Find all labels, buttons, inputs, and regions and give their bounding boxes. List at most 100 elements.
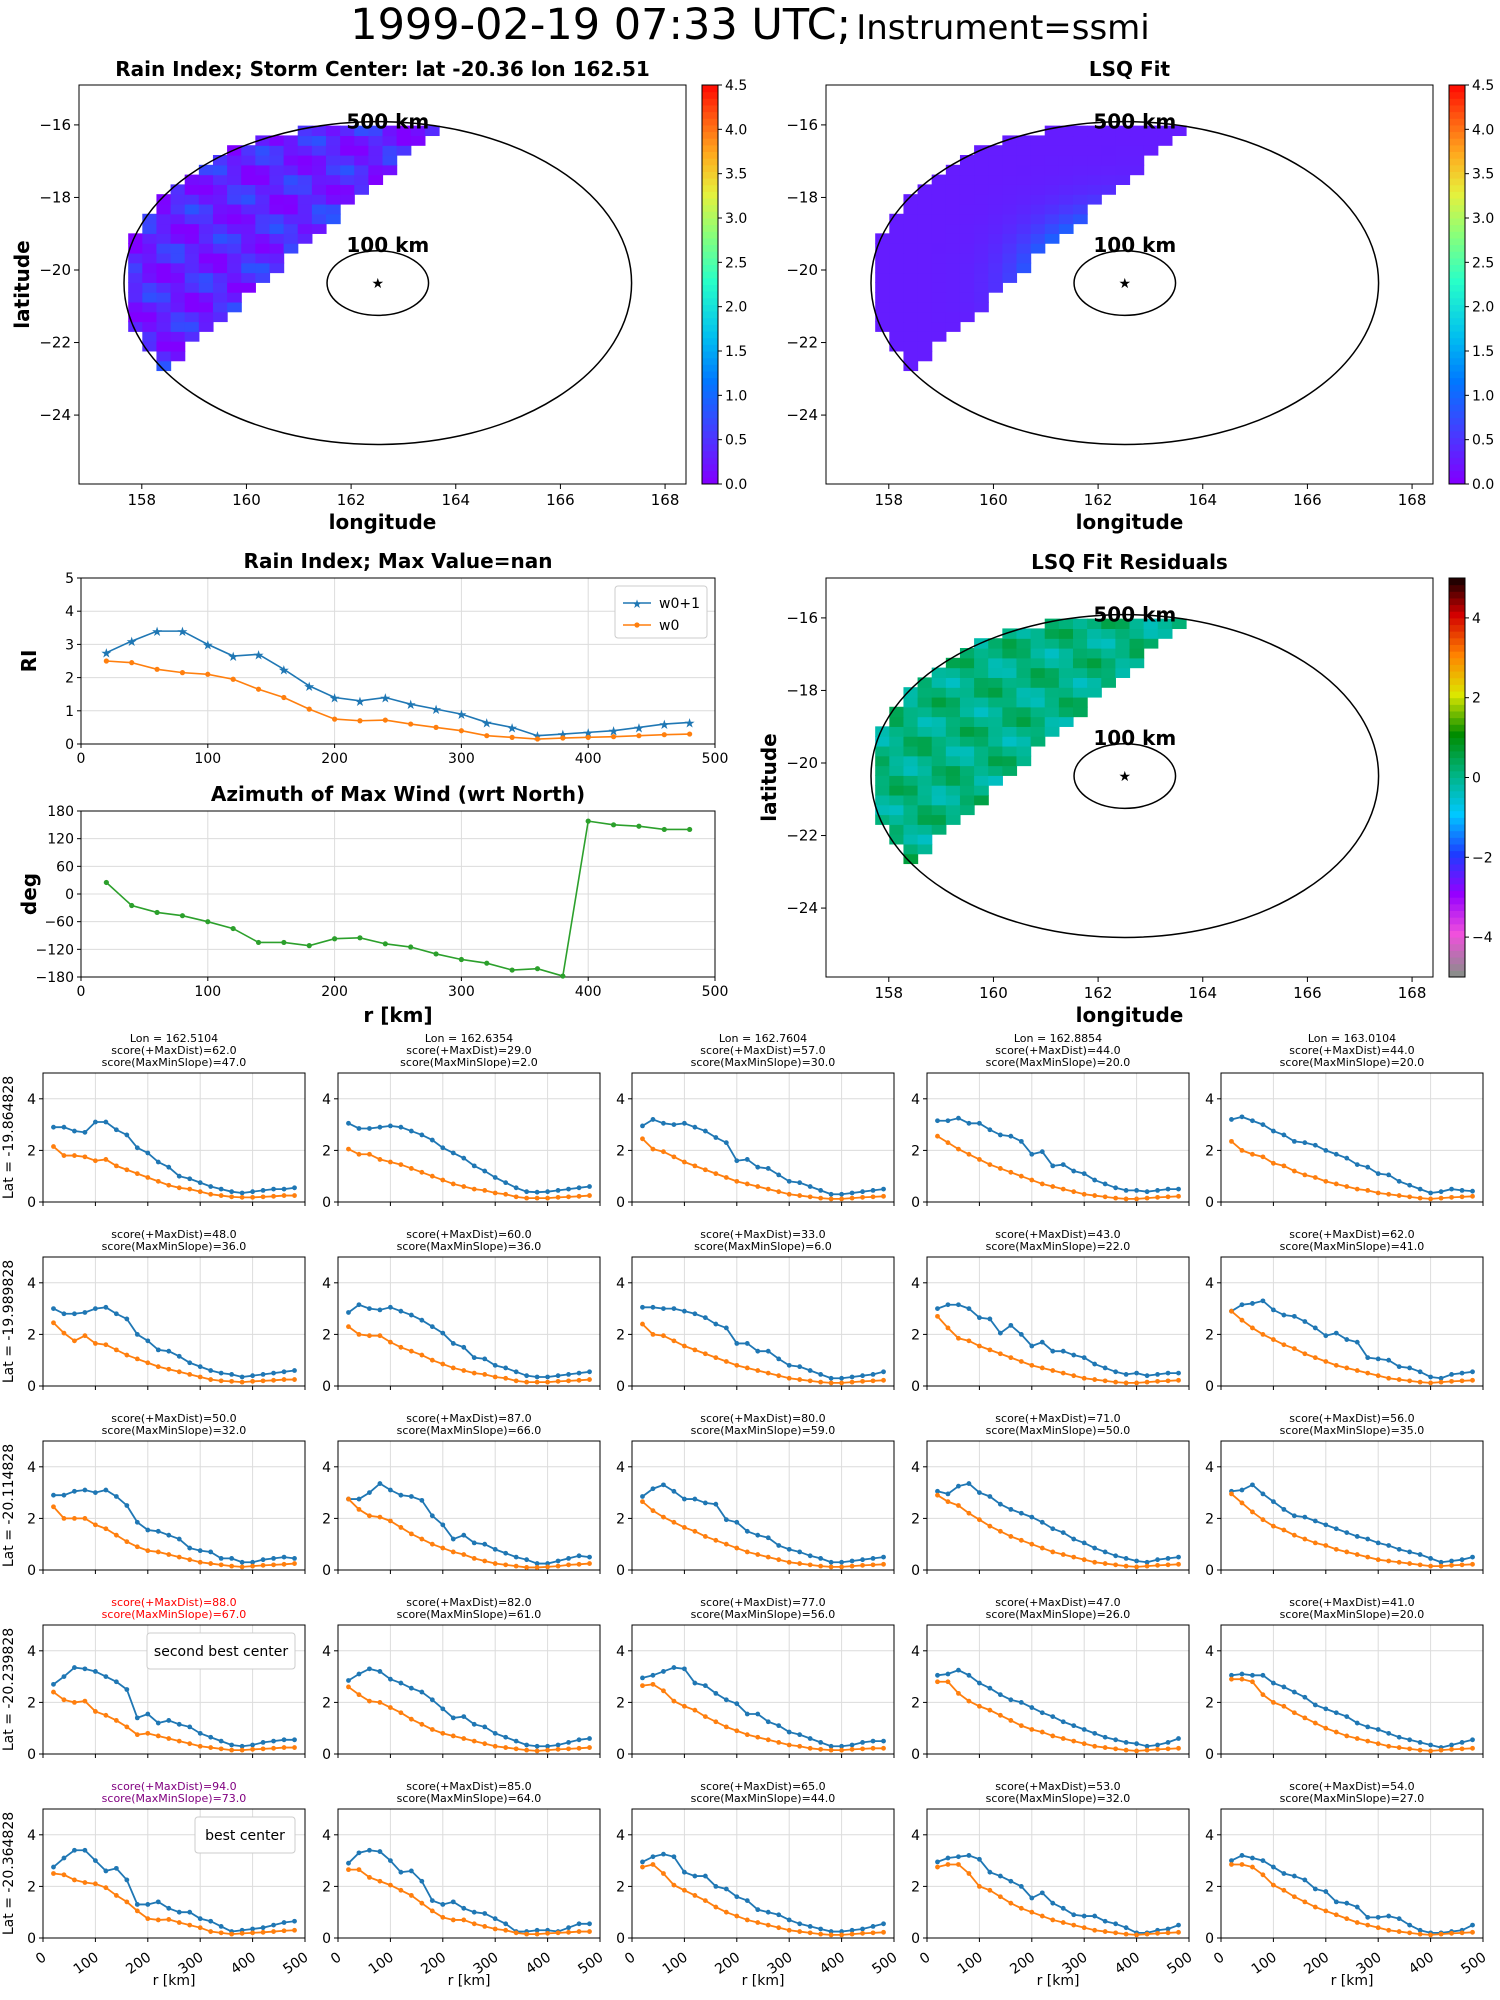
panel-series-point [229,1742,235,1748]
panel-series-point [1417,1562,1423,1568]
panel-series-point [218,1930,224,1936]
panel-series-point [103,1526,109,1532]
panel-series-point [1386,1172,1392,1178]
panel-series-point [881,1193,886,1199]
series-point: ★ [582,726,594,741]
panel-series-point [765,1166,771,1171]
x-tick-label: 400 [575,751,602,767]
panel-series-point [1271,1160,1276,1166]
panel-score-maxminslope: score(MaxMinSlope)=44.0 [691,1792,836,1805]
panel-series-point [367,1306,372,1311]
panel-series-point [134,1902,140,1907]
panel-series-point [471,1540,477,1546]
panel-series-point [419,1497,425,1503]
panel-series-point [72,1153,77,1158]
panel-series-point [734,1894,740,1900]
plot-xlabel: r [km] [363,1003,432,1027]
panel-series-point [461,1917,467,1923]
panel-series-point [566,1186,571,1192]
panel-score-maxminslope: score(MaxMinSlope)=32.0 [986,1792,1131,1805]
panel-series-point [229,1555,235,1561]
ring-500km [870,613,1380,939]
colorbar-tick-label: 2.5 [1472,255,1494,271]
panel-score-maxdist: score(+MaxDist)=94.0 [111,1780,236,1793]
panel-series-point [482,1558,488,1564]
panel-series-point [1229,1138,1234,1144]
series-point [306,706,312,712]
x-tick-label: 300 [448,751,475,767]
legend-marker [634,622,640,628]
panel-series-point [145,1338,151,1344]
panel-series-point [492,1561,498,1566]
panel-series-point [566,1194,571,1200]
panel-series-point [1239,1853,1245,1858]
panel-series-point [671,1488,677,1494]
y-tick-label: 4 [322,1460,331,1476]
panel-series-point [1102,1194,1108,1200]
panel-series-point [1102,1365,1108,1371]
panel-series-point [239,1194,245,1200]
panel-series-point [524,1565,530,1570]
panel-series-line [1230,1310,1473,1384]
panel-series-point [977,1157,982,1162]
panel-score-maxdist: score(+MaxDist)=80.0 [700,1412,825,1425]
x-tick-label: 0 [33,1949,49,1967]
panel-series-point [1018,1138,1024,1144]
panel-series-point [755,1164,761,1170]
colorbar-frame [701,84,719,485]
panel-series-point [692,1680,698,1686]
panel-series-point [555,1378,561,1384]
panel-legend-label: second best center [154,1644,288,1660]
panel-series-point [134,1544,140,1550]
panel-series-point [755,1532,761,1538]
panel-series-point [1407,1549,1413,1555]
panel-series-point [229,1563,235,1569]
panel-series-point [239,1747,245,1753]
panel-series-point [1029,1514,1035,1520]
panel-series-point [1354,1904,1360,1910]
panel-series-point [440,1914,446,1920]
panel-series-point [692,1528,698,1534]
panel-series-point [1018,1332,1024,1337]
x-tick-label: 100 [194,984,221,1000]
panel-frame [337,1072,601,1203]
panel-frame [926,1440,1190,1571]
panel-series-point [176,1353,182,1359]
panel-series-point [461,1552,467,1557]
y-tick-label: 4 [65,604,74,620]
panel-series-point [1008,1900,1014,1906]
panel-series-line [641,1323,884,1384]
series-point: ★ [430,703,442,718]
panel-series-point [271,1922,276,1928]
x-tick-label: 500 [869,1949,900,1977]
panel-series-point [250,1194,256,1200]
panel-series-point [1155,1742,1160,1748]
map-xlabel: longitude [1076,510,1184,534]
y-tick-label: 0 [322,1195,331,1211]
panel-series-point [1438,1379,1444,1385]
x-tick-label: 158 [127,491,156,509]
panel-series-point [51,1864,56,1870]
panel-series-point [93,1669,98,1674]
panel-frame [926,1808,1190,1939]
series-point [408,944,414,950]
panel-series-point [124,1316,130,1322]
panel-series-line [347,1498,590,1569]
panel-series-point [187,1186,193,1192]
panel-series-point [797,1561,803,1566]
panel-series-point [1365,1922,1371,1928]
panel-series-point [566,1562,571,1568]
y-tick-label: −16 [786,116,818,134]
panel-series-point [640,1494,645,1499]
y-tick-label: 2 [616,1143,625,1159]
panel-series-point [1323,1148,1329,1153]
panel-series-point [1407,1737,1413,1743]
panel-series-point [1102,1181,1108,1187]
score-grid: 024score(MaxMinSlope)=47.0score(+MaxDist… [1,1032,1489,1989]
panel-series-point [450,1733,456,1739]
panel-series-point [1123,1380,1129,1386]
panel-series-point [1417,1931,1423,1937]
